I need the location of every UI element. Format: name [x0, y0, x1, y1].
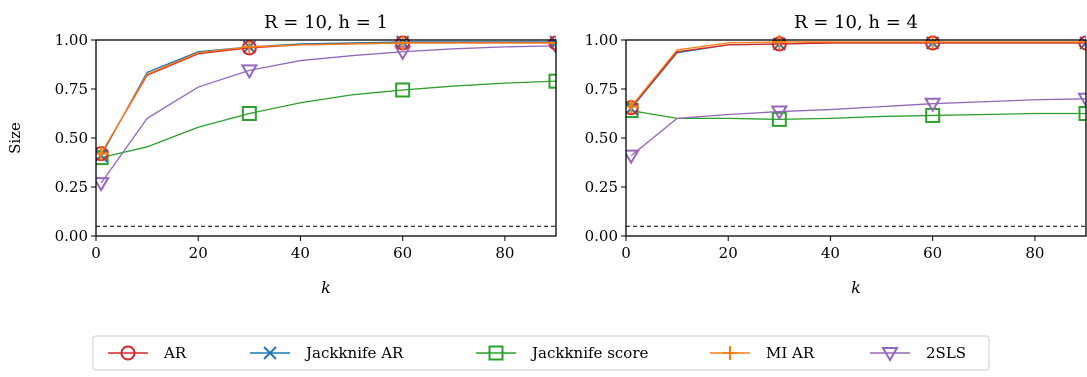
legend-label: Jackknife AR: [304, 344, 404, 362]
y-tick-label: 0.25: [585, 178, 618, 196]
series-line-jackknife-score: [101, 81, 556, 157]
x-tick-label: 60: [393, 244, 412, 262]
plot-frame: [96, 40, 556, 236]
series-line-mi-ar: [631, 42, 1086, 107]
y-tick-label: 1.00: [585, 31, 618, 49]
y-axis-label: Size: [6, 122, 24, 154]
plot-frame: [626, 40, 1086, 236]
x-tick-label: 40: [821, 244, 840, 262]
y-tick-label: 0.00: [55, 227, 88, 245]
legend-label: 2SLS: [926, 344, 966, 362]
series-line-jackknife-score: [631, 111, 1086, 120]
legend-label: MI AR: [766, 344, 815, 362]
y-tick-label: 0.50: [585, 129, 618, 147]
series-line-jackknife-ar: [631, 43, 1086, 109]
x-axis-label: k: [321, 278, 331, 297]
x-tick-label: 20: [189, 244, 208, 262]
y-tick-label: 1.00: [55, 31, 88, 49]
y-tick-label: 0.50: [55, 129, 88, 147]
x-tick-label: 40: [291, 244, 310, 262]
legend-label: AR: [163, 344, 187, 362]
legend-item-jackknife-score: Jackknife score: [476, 344, 648, 362]
x-tick-label: 0: [91, 244, 101, 262]
x-tick-label: 80: [495, 244, 514, 262]
panel-left: 0.00 0.25 0.50 0.75 1.00 0 20 40 60 80 k Size R = 10…: [6, 12, 563, 297]
legend: AR Jackknife AR Jackknife score MI AR 2SLS: [93, 336, 989, 370]
series-group: [624, 35, 1087, 163]
panel-title: R = 10, h = 1: [264, 12, 388, 33]
panel-title: R = 10, h = 4: [794, 12, 918, 33]
panel-right: 0.00 0.25 0.50 0.75 1.00 0 20 40 60 80 k R = 10, h …: [585, 12, 1087, 297]
y-tick-label: 0.00: [585, 227, 618, 245]
x-axis-label: k: [851, 278, 861, 297]
legend-label: Jackknife score: [530, 344, 648, 362]
series-line-ar: [631, 43, 1086, 108]
x-tick-label: 80: [1025, 244, 1044, 262]
x-tick-label: 0: [621, 244, 631, 262]
y-tick-label: 0.25: [55, 178, 88, 196]
x-tick-label: 20: [719, 244, 738, 262]
x-tick-label: 60: [923, 244, 942, 262]
series-group: [94, 36, 563, 190]
y-tick-label: 0.75: [585, 80, 618, 98]
series-line-2sls: [631, 99, 1086, 156]
y-tick-label: 0.75: [55, 80, 88, 98]
